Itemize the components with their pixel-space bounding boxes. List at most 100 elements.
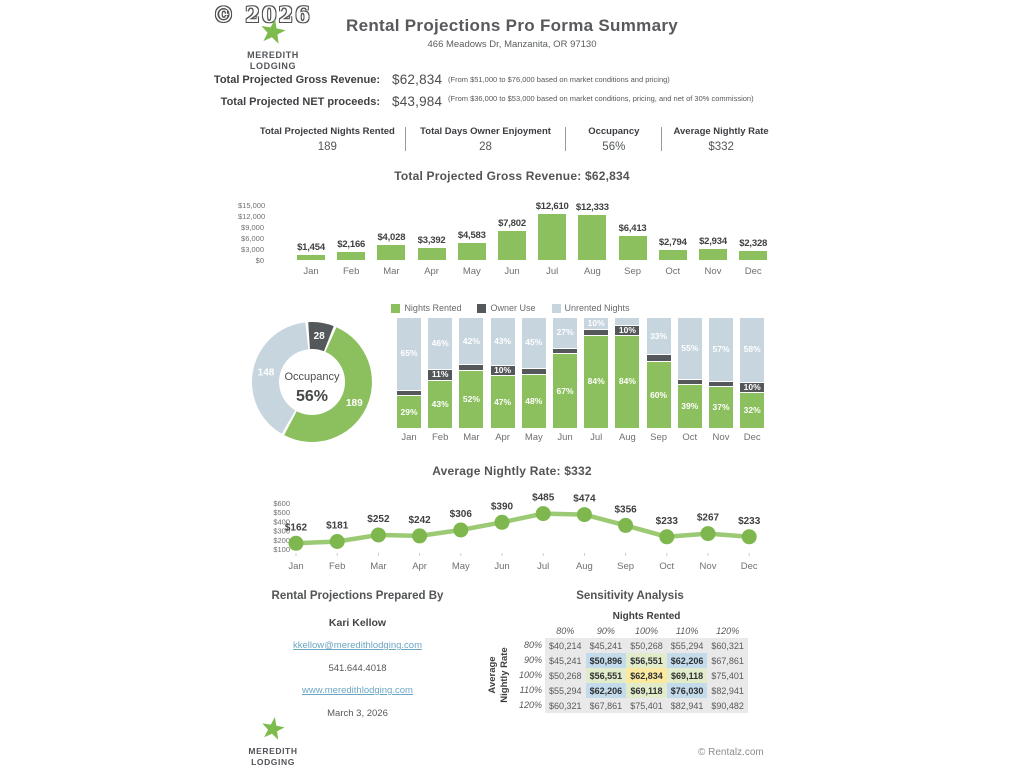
month-label: Dec <box>741 561 758 572</box>
donut-slice-nights-rented <box>284 327 372 442</box>
sensitivity-cell: $82,941 <box>670 700 704 711</box>
segment-percent-label: 43% <box>431 398 449 409</box>
rate-point-value: $242 <box>408 515 431 526</box>
revenue-bar <box>337 252 366 260</box>
month-label: Jul <box>546 266 559 277</box>
month-label: Sep <box>617 561 634 572</box>
rate-point-value: $390 <box>491 501 514 512</box>
sensitivity-cell: $62,834 <box>626 668 667 683</box>
sensitivity-cell: $45,241 <box>589 640 623 651</box>
segment-rented <box>740 392 765 428</box>
segment-percent-label: 58% <box>743 344 761 355</box>
occupancy-bar: 43% 10% 47% <box>490 318 515 428</box>
month-label: Jul <box>537 561 549 572</box>
month-label: Apr <box>412 561 427 572</box>
occupancy-bar: 10% 84% <box>615 318 640 428</box>
sensitivity-cell: $45,241 <box>549 655 582 666</box>
segment-owner <box>490 365 515 377</box>
segment-percent-label: 10% <box>587 318 605 328</box>
donut-slice-value: 148 <box>258 368 275 379</box>
donut-center-label: Occupancy <box>284 371 340 383</box>
rate-point-value: $233 <box>656 516 679 527</box>
month-label: Oct <box>659 561 674 572</box>
rate-point-value: $267 <box>697 513 720 524</box>
segment-percent-label: 37% <box>712 402 730 413</box>
month-label: Jun <box>504 266 520 277</box>
month-label: Oct <box>665 266 681 277</box>
occupancy-bar: 42% 52% <box>459 318 484 428</box>
segment-percent-label: 47% <box>494 396 512 407</box>
legend-swatch-green <box>391 303 401 313</box>
segment-unrented <box>459 318 484 365</box>
month-label: Sep <box>650 432 668 443</box>
month-label: Jan <box>401 432 417 443</box>
segment-rented <box>397 396 421 428</box>
segment-percent-label: 57% <box>712 343 730 354</box>
agent-website-link[interactable]: www.meredithlodging.com <box>302 685 413 696</box>
net-proceeds-label: Total Projected NET proceeds: <box>220 96 380 108</box>
meredith-lodging-logo: MEREDITH LODGING <box>238 18 308 73</box>
rate-point <box>288 535 304 551</box>
segment-rented <box>521 375 546 428</box>
month-label: Feb <box>343 266 360 277</box>
rate-point <box>741 529 757 545</box>
segment-percent-label: 46% <box>431 337 449 348</box>
month-label: Dec <box>743 432 761 443</box>
prepared-by-heading: Rental Projections Prepared By <box>271 590 444 602</box>
sensitivity-col-header: 100% <box>634 626 658 636</box>
occupancy-donut-chart: 28 189 148 Occupancy 56% <box>252 322 372 442</box>
logo-text: MEREDITH LODGING <box>238 50 308 73</box>
gross-revenue-note: (From $51,000 to $76,000 based on market… <box>448 75 670 84</box>
month-label: Mar <box>383 266 400 277</box>
segment-percent-label: 10% <box>743 381 761 392</box>
segment-percent-label: 67% <box>556 385 574 396</box>
sensitivity-col-header: 80% <box>556 626 575 636</box>
rate-point <box>453 522 469 538</box>
logo-line2: LODGING <box>249 61 297 72</box>
y-axis-tick: $300 <box>273 527 290 536</box>
nightly-rate-line-chart: $600$500$400$300$200$100 $162 Jan $181 Feb $2… <box>273 493 760 572</box>
sensitivity-col-headers: 80% 90% 100% 110% 120% <box>545 626 748 636</box>
sensitivity-cell: $50,268 <box>630 640 663 651</box>
sensitivity-cell: $60,321 <box>711 640 744 651</box>
y-axis-tick: $100 <box>273 545 290 554</box>
segment-percent-label: 52% <box>462 393 480 404</box>
stat-label: Occupancy <box>588 126 640 137</box>
segment-unrented <box>709 318 733 381</box>
month-label: Nov <box>700 561 717 572</box>
agent-email-link[interactable]: kkellow@meredithlodging.com <box>293 640 422 651</box>
donut-slice-value: 189 <box>346 398 363 409</box>
occupancy-bar: 58% 10% 32% <box>740 318 765 428</box>
segment-owner <box>709 380 733 388</box>
segment-rented <box>709 387 733 428</box>
segment-rented <box>677 385 702 428</box>
segment-owner <box>646 354 671 362</box>
revenue-chart-title: Total Projected Gross Revenue: $62,834 <box>394 169 630 183</box>
row-group-line1: Average <box>487 656 498 694</box>
revenue-bar <box>538 213 567 260</box>
segment-unrented <box>740 318 765 382</box>
agent-name: Kari Kellow <box>328 617 387 629</box>
revenue-bar-value: $3,392 <box>417 234 446 246</box>
rate-point <box>576 507 592 523</box>
rate-point-value: $306 <box>450 509 473 520</box>
sensitivity-table: $40,214 $45,241 $50,268 $55,294 $60,321 $45,2… <box>545 638 748 713</box>
sensitivity-analysis: Sensitivity Analysis Nights Rented 80% 90… <box>480 590 780 713</box>
segment-owner <box>521 367 546 376</box>
revenue-bar <box>699 249 727 260</box>
y-axis-tick: $600 <box>273 499 290 508</box>
revenue-bar-value: $12,333 <box>575 201 609 213</box>
y-axis-tick: $500 <box>273 508 290 517</box>
sensitivity-cell: $67,861 <box>711 655 744 666</box>
segment-owner <box>740 381 765 393</box>
y-axis-tick: $200 <box>273 536 290 545</box>
rentalz-copyright: © Rentalz.com <box>698 747 764 758</box>
stat-value: 28 <box>479 141 492 153</box>
revenue-bar-value: $1,454 <box>297 241 325 253</box>
month-label: Aug <box>576 561 593 572</box>
revenue-bar <box>618 236 647 260</box>
sensitivity-cell: $67,861 <box>589 700 623 711</box>
rate-point-value: $252 <box>367 514 390 525</box>
sensitivity-cell: $75,401 <box>630 700 663 711</box>
